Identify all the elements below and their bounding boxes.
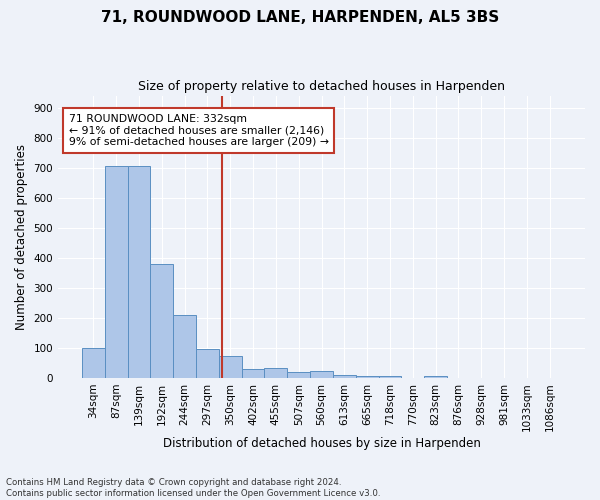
- Bar: [242, 369, 265, 378]
- Bar: [356, 376, 379, 378]
- Bar: [219, 356, 242, 378]
- Bar: [379, 376, 401, 378]
- Text: 71, ROUNDWOOD LANE, HARPENDEN, AL5 3BS: 71, ROUNDWOOD LANE, HARPENDEN, AL5 3BS: [101, 10, 499, 25]
- Bar: [265, 368, 287, 378]
- Title: Size of property relative to detached houses in Harpenden: Size of property relative to detached ho…: [138, 80, 505, 93]
- Bar: [173, 316, 196, 378]
- Bar: [82, 348, 105, 378]
- Bar: [128, 166, 151, 378]
- Text: Contains HM Land Registry data © Crown copyright and database right 2024.
Contai: Contains HM Land Registry data © Crown c…: [6, 478, 380, 498]
- Bar: [196, 349, 219, 378]
- Bar: [424, 376, 447, 378]
- Bar: [151, 264, 173, 378]
- Bar: [105, 166, 128, 378]
- Bar: [333, 374, 356, 378]
- Bar: [287, 372, 310, 378]
- X-axis label: Distribution of detached houses by size in Harpenden: Distribution of detached houses by size …: [163, 437, 481, 450]
- Text: 71 ROUNDWOOD LANE: 332sqm
← 91% of detached houses are smaller (2,146)
9% of sem: 71 ROUNDWOOD LANE: 332sqm ← 91% of detac…: [68, 114, 329, 147]
- Y-axis label: Number of detached properties: Number of detached properties: [15, 144, 28, 330]
- Bar: [310, 372, 333, 378]
